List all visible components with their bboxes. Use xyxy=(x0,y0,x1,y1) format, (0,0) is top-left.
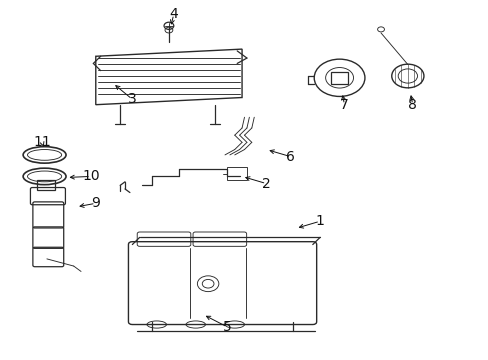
Text: 7: 7 xyxy=(339,98,348,112)
Text: 9: 9 xyxy=(91,196,100,210)
Text: 3: 3 xyxy=(128,92,137,106)
Text: 2: 2 xyxy=(262,177,270,190)
Text: 5: 5 xyxy=(223,320,231,334)
Text: 8: 8 xyxy=(407,98,416,112)
Text: 11: 11 xyxy=(33,135,51,149)
Text: 6: 6 xyxy=(286,150,295,164)
Bar xyxy=(37,180,55,190)
Bar xyxy=(330,72,348,84)
Text: 4: 4 xyxy=(169,7,178,21)
Text: 10: 10 xyxy=(82,170,100,183)
Bar xyxy=(227,167,246,180)
Text: 1: 1 xyxy=(315,214,324,228)
Circle shape xyxy=(163,22,173,30)
